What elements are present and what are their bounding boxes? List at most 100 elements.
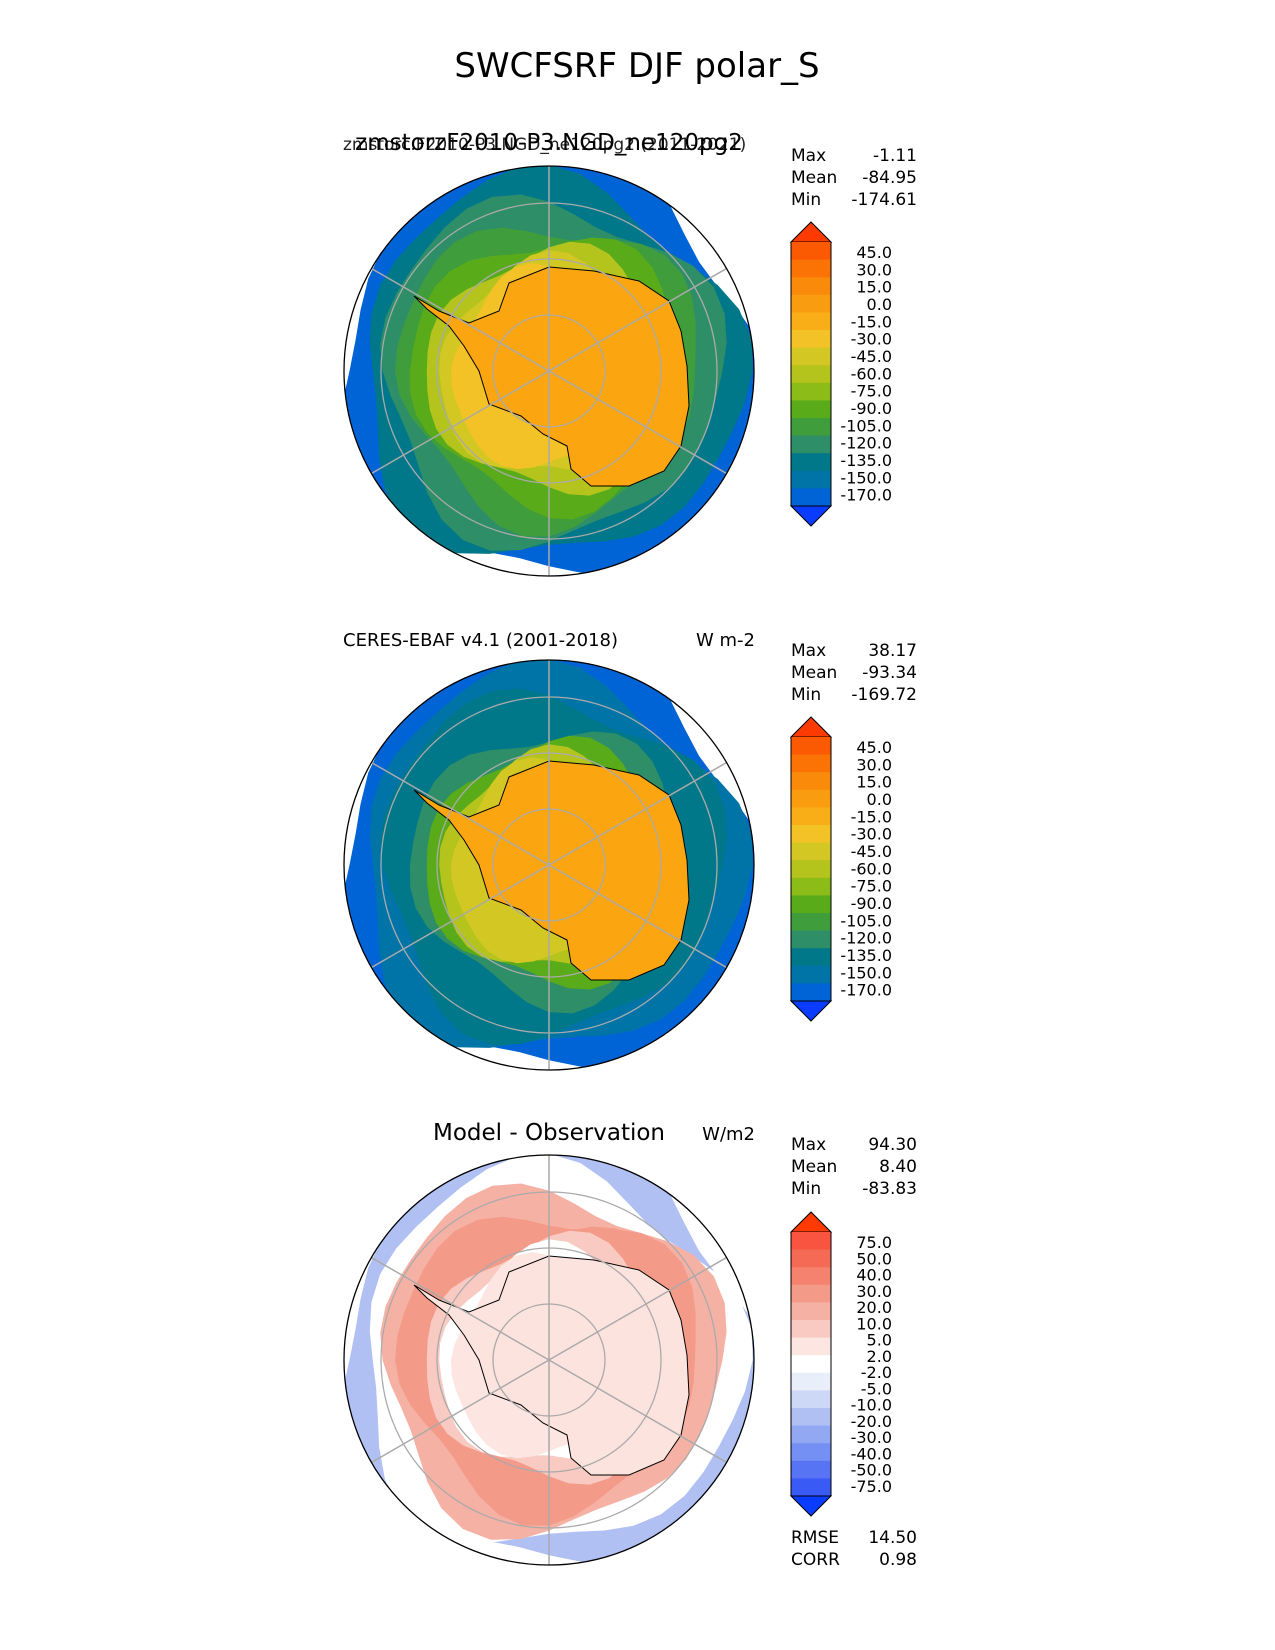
- panel-diff-metrics: RMSE 14.50 CORR 0.98: [791, 1528, 917, 1570]
- colorbar-swatch: [791, 242, 831, 261]
- colorbar-tick-label: 40.0: [856, 1266, 892, 1285]
- panel-model-map: [344, 166, 754, 573]
- colorbar-extend-min: [789, 505, 833, 527]
- colorbar-tick-label: 30.0: [856, 260, 892, 279]
- colorbar-swatch: [791, 983, 831, 1002]
- colorbar-swatch: [791, 1460, 831, 1479]
- panel-diff-title: Model - Observation: [433, 1120, 665, 1146]
- colorbar-swatch: [791, 330, 831, 349]
- panel-model-stats: Max -1.11 Mean -84.95 Min -174.61: [791, 146, 917, 210]
- colorbar-swatch: [791, 754, 831, 773]
- map-boundary: [343, 659, 755, 1071]
- colorbar-tick-label: 0.0: [867, 295, 892, 314]
- colorbar-swatch: [791, 453, 831, 472]
- colorbar-tick-label: -50.0: [851, 1461, 892, 1480]
- colorbar-tick-label: 45.0: [856, 738, 892, 757]
- colorbar-tick-label: -5.0: [861, 1379, 892, 1398]
- colorbar-tick-label: 15.0: [856, 278, 892, 297]
- colorbar-tick-label: -30.0: [851, 825, 892, 844]
- corr-value: 0.98: [879, 1550, 917, 1570]
- stat-min-label: Min: [791, 685, 821, 705]
- colorbar-swatch: [791, 294, 831, 313]
- colorbar-swatch: [791, 1337, 831, 1356]
- colorbar-tick-label: -45.0: [851, 347, 892, 366]
- colorbar-swatch: [791, 347, 831, 366]
- colorbar-tick-label: 50.0: [856, 1249, 892, 1268]
- panel-model-colorbar: 45.030.015.00.0-15.0-30.0-45.0-60.0-75.0…: [789, 221, 892, 527]
- colorbar-tick-label: 5.0: [867, 1331, 892, 1350]
- rmse-value: 14.50: [868, 1528, 917, 1548]
- colorbar-tick-label: -170.0: [840, 486, 892, 505]
- colorbar-tick-label: -60.0: [851, 859, 892, 878]
- colorbar-swatch: [791, 470, 831, 489]
- colorbar-tick-label: 30.0: [856, 755, 892, 774]
- colorbar-swatch: [791, 737, 831, 756]
- colorbar-swatch: [791, 948, 831, 967]
- colorbar-swatch: [791, 1478, 831, 1497]
- colorbar-tick-label: 10.0: [856, 1314, 892, 1333]
- colorbar-extend-min: [789, 1495, 833, 1517]
- panel-obs-title: CERES-EBAF v4.1 (2001-2018): [343, 630, 618, 651]
- colorbar-extend-max: [789, 221, 833, 243]
- colorbar-swatch: [791, 1443, 831, 1462]
- colorbar-swatch: [791, 382, 831, 401]
- colorbar-tick-label: -30.0: [851, 330, 892, 349]
- colorbar-swatch: [791, 418, 831, 437]
- colorbar-swatch: [791, 789, 831, 808]
- rmse-label: RMSE: [791, 1528, 839, 1548]
- colorbar-tick-label: -150.0: [840, 468, 892, 487]
- colorbar-swatch: [791, 965, 831, 984]
- antarctica-coastline: [413, 760, 690, 981]
- stat-mean-value: -93.34: [862, 663, 917, 683]
- panel-diff-units: W/m2: [702, 1124, 755, 1145]
- colorbar-tick-label: -30.0: [851, 1428, 892, 1447]
- meridian-line: [371, 761, 727, 969]
- colorbar-swatch: [791, 825, 831, 844]
- panel-model-grid: [343, 165, 755, 577]
- colorbar-tick-label: 30.0: [856, 1282, 892, 1301]
- colorbar-tick-label: -40.0: [851, 1444, 892, 1463]
- panel-diff-grid: [343, 1154, 755, 1566]
- stat-mean-label: Mean: [791, 1157, 837, 1177]
- stat-max-label: Max: [791, 146, 826, 166]
- panel-obs-stats: Max 38.17 Mean -93.34 Min -169.72: [791, 641, 917, 705]
- meridian-line: [371, 267, 727, 475]
- colorbar-swatch: [791, 913, 831, 932]
- colorbar-swatch: [791, 1355, 831, 1374]
- colorbar-tick-label: -105.0: [840, 911, 892, 930]
- colorbar-swatch: [791, 312, 831, 331]
- stat-max-value: -1.11: [873, 146, 917, 166]
- stat-min-label: Min: [791, 1179, 821, 1199]
- stat-mean-label: Mean: [791, 663, 837, 683]
- colorbar-frame: [790, 737, 832, 1001]
- colorbar-swatch: [791, 1302, 831, 1321]
- colorbar-swatch: [791, 772, 831, 791]
- colorbar-tick-label: -15.0: [851, 807, 892, 826]
- stat-mean-value: 8.40: [879, 1157, 917, 1177]
- colorbar-tick-label: -120.0: [840, 929, 892, 948]
- colorbar-tick-label: -150.0: [840, 963, 892, 982]
- colorbar-extend-max: [789, 716, 833, 738]
- colorbar-tick-label: -2.0: [861, 1363, 892, 1382]
- panel-diff-stats: Max 94.30 Mean 8.40 Min -83.83: [791, 1135, 917, 1199]
- colorbar-tick-label: -75.0: [851, 1477, 892, 1496]
- panel-model-title: zmstorzF2010-P3.NGD_ne120pg2: [355, 130, 743, 156]
- stat-max-value: 38.17: [868, 641, 917, 661]
- colorbar-tick-label: -105.0: [840, 416, 892, 435]
- colorbar-frame: [790, 1232, 832, 1496]
- stat-mean-value: -84.95: [862, 168, 917, 188]
- colorbar-tick-label: -135.0: [840, 946, 892, 965]
- colorbar-tick-label: -75.0: [851, 877, 892, 896]
- colorbar-extend-max: [789, 1211, 833, 1233]
- colorbar-swatch: [791, 877, 831, 896]
- colorbar-swatch: [791, 365, 831, 384]
- colorbar-tick-label: 15.0: [856, 773, 892, 792]
- colorbar-swatch: [791, 1390, 831, 1409]
- stat-max-label: Max: [791, 641, 826, 661]
- panel-obs-grid: [343, 659, 755, 1071]
- colorbar-swatch: [791, 1408, 831, 1427]
- colorbar-swatch: [791, 860, 831, 879]
- colorbar-tick-label: -120.0: [840, 434, 892, 453]
- stat-min-value: -174.61: [851, 190, 917, 210]
- colorbar-tick-label: -60.0: [851, 364, 892, 383]
